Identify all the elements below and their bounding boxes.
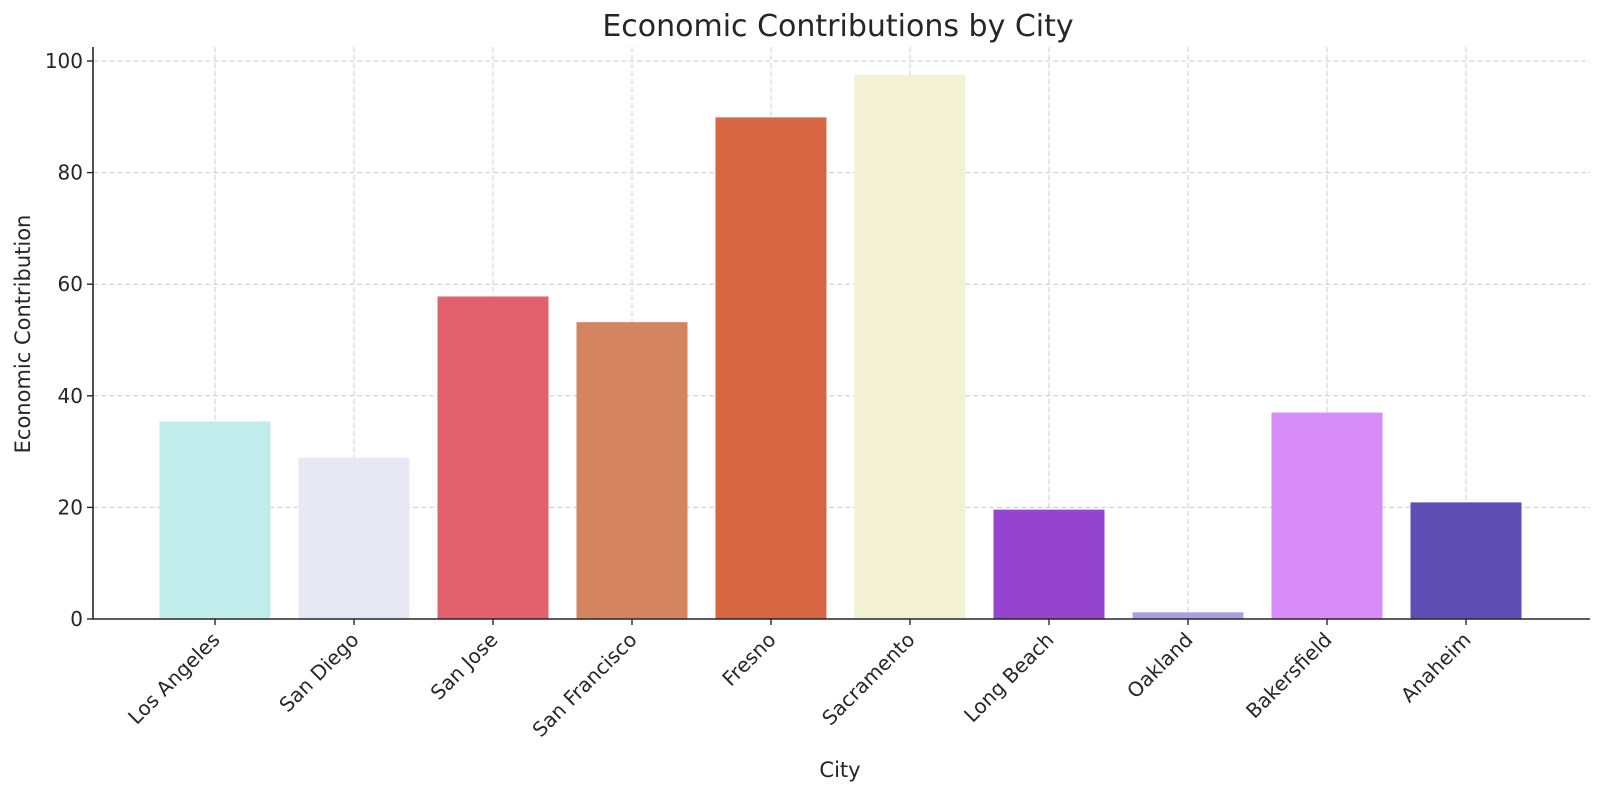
bar-anaheim [1410,502,1522,619]
bar-long-beach [993,509,1105,619]
bar-sacramento [854,74,966,619]
bars [159,74,1522,619]
bar-los-angeles [159,421,271,619]
x-tick-label: Oakland [1122,628,1197,703]
x-tick-label: Los Angeles [123,628,224,729]
y-tick-label: 20 [58,495,83,519]
x-tick-label: Sacramento [817,628,920,731]
y-tick-label: 80 [58,161,83,185]
bar-oakland [1132,612,1244,619]
axes [92,47,1590,620]
bar-san-diego [298,457,410,619]
x-tick-label: San Diego [274,628,363,717]
x-tick-label: San Jose [426,628,503,705]
bar-san-jose [437,296,549,619]
y-axis-ticks: 0 20 40 60 80 100 [45,49,93,631]
chart-title: Economic Contributions by City [602,9,1073,44]
x-tick-label: San Francisco [527,628,641,742]
x-tick-label: Bakersfield [1241,628,1336,723]
y-tick-label: 40 [58,384,83,408]
y-axis-label: Economic Contribution [11,215,35,454]
bar-san-francisco [576,322,688,619]
bar-bakersfield [1271,412,1383,619]
x-axis-ticks: Los Angeles San Diego San Jose San Francisc… [123,619,1476,742]
x-tick-label: Long Beach [959,628,1059,728]
y-tick-label: 0 [70,607,83,631]
y-tick-label: 100 [45,49,83,73]
x-axis-label: City [819,758,860,782]
bar-fresno [715,117,827,619]
y-tick-label: 60 [58,272,83,296]
x-tick-label: Anaheim [1396,628,1476,708]
x-tick-label: Fresno [717,628,780,691]
